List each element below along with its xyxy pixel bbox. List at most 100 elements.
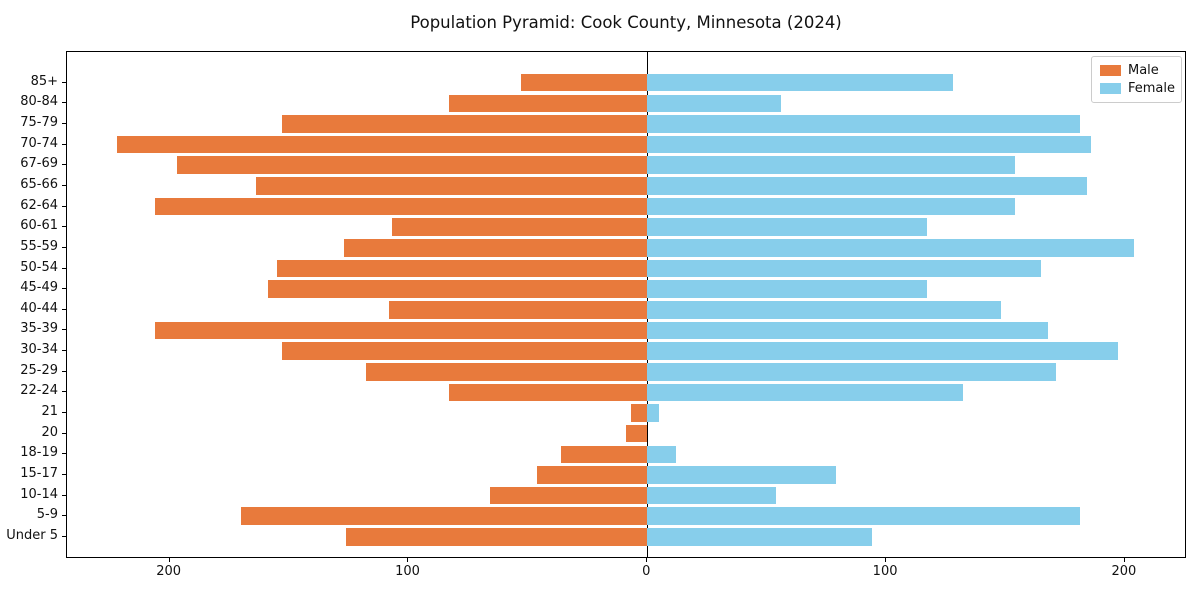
legend-male-label: Male: [1128, 63, 1159, 78]
y-tick-label-62-64: 62-64: [20, 197, 58, 213]
bar-female-35-39: [647, 321, 1049, 340]
x-tick-mark: [646, 558, 648, 562]
x-tick-label-200: 200: [1111, 564, 1137, 579]
y-tick-mark: [62, 246, 66, 248]
bar-male-22-24: [449, 383, 648, 402]
y-tick-label-40-44: 40-44: [20, 300, 58, 316]
bar-female-15-17: [647, 466, 836, 484]
y-tick-label-65-66: 65-66: [20, 176, 58, 192]
y-tick-mark: [62, 391, 66, 393]
bar-male-75-79: [281, 115, 648, 133]
x-tick-mark: [168, 558, 170, 562]
y-tick-mark: [62, 329, 66, 331]
bar-male-67-69: [176, 156, 648, 175]
bar-female-85+: [647, 73, 953, 92]
y-tick-label-85+: 85+: [30, 73, 58, 89]
bar-female-45-49: [647, 280, 927, 298]
bar-female-10-14: [647, 486, 777, 505]
chart-title: Population Pyramid: Cook County, Minneso…: [410, 13, 842, 32]
bar-female-70-74: [647, 135, 1092, 154]
x-tick-mark: [885, 558, 887, 562]
bar-female-60-61: [647, 218, 927, 236]
bar-male-45-49: [267, 280, 648, 298]
bar-male-85+: [520, 73, 648, 92]
y-tick-label-20: 20: [41, 424, 58, 440]
y-tick-label-10-14: 10-14: [20, 486, 58, 502]
y-tick-mark: [62, 350, 66, 352]
y-tick-label-80-84: 80-84: [20, 94, 58, 110]
y-tick-label-18-19: 18-19: [20, 445, 58, 461]
bar-male-21: [630, 404, 648, 422]
y-tick-label-22-24: 22-24: [20, 383, 58, 399]
y-tick-mark: [62, 288, 66, 290]
center-axis-line: [646, 52, 648, 557]
y-tick-mark: [62, 205, 66, 207]
legend-item-male: Male: [1100, 63, 1173, 78]
bar-female-40-44: [647, 300, 1001, 319]
bar-male-70-74: [117, 135, 648, 154]
legend-female-label: Female: [1128, 81, 1176, 96]
bar-female-Under 5: [647, 528, 872, 546]
x-tick-label-100: 100: [872, 564, 898, 579]
bar-female-30-34: [647, 342, 1118, 360]
bar-male-Under 5: [346, 528, 648, 546]
y-tick-label-5-9: 5-9: [36, 507, 58, 523]
y-tick-mark: [62, 226, 66, 228]
bar-male-5-9: [241, 507, 648, 526]
bar-male-50-54: [277, 259, 648, 278]
x-tick-mark: [407, 558, 409, 562]
y-tick-label-21: 21: [41, 404, 58, 420]
y-tick-mark: [62, 143, 66, 145]
bar-male-55-59: [344, 239, 648, 257]
bar-female-67-69: [647, 156, 1016, 175]
bar-female-25-29: [647, 362, 1056, 381]
y-tick-mark: [62, 494, 66, 496]
bar-male-60-61: [391, 218, 648, 236]
bar-male-18-19: [561, 445, 648, 464]
y-tick-mark: [62, 81, 66, 83]
bar-female-62-64: [647, 197, 1016, 216]
bar-female-18-19: [647, 445, 676, 464]
y-tick-label-60-61: 60-61: [20, 218, 58, 234]
y-tick-mark: [62, 473, 66, 475]
x-tick-label-100: 100: [395, 564, 420, 579]
y-tick-mark: [62, 102, 66, 104]
bar-male-62-64: [155, 197, 648, 216]
y-tick-label-50-54: 50-54: [20, 259, 58, 275]
male-swatch-icon: [1100, 65, 1121, 76]
y-tick-mark: [62, 453, 66, 455]
y-tick-label-70-74: 70-74: [20, 135, 58, 151]
bar-male-20: [625, 424, 648, 443]
bar-female-50-54: [647, 259, 1042, 278]
bar-male-10-14: [489, 486, 648, 505]
x-tick-label-0: 0: [642, 564, 651, 579]
bar-female-5-9: [647, 507, 1080, 526]
y-tick-label-75-79: 75-79: [20, 114, 58, 130]
bar-male-40-44: [389, 300, 648, 319]
bar-female-55-59: [647, 239, 1135, 257]
y-tick-mark: [62, 184, 66, 186]
y-tick-mark: [62, 535, 66, 537]
x-tick-mark: [1123, 558, 1125, 562]
plot-area: [66, 51, 1186, 558]
y-tick-mark: [62, 164, 66, 166]
legend-item-female: Female: [1100, 81, 1176, 96]
y-tick-label-45-49: 45-49: [20, 280, 58, 296]
y-tick-mark: [62, 412, 66, 414]
bar-male-35-39: [155, 321, 648, 340]
bar-male-80-84: [449, 94, 648, 113]
y-tick-mark: [62, 432, 66, 434]
bar-female-21: [647, 404, 660, 422]
bar-female-80-84: [647, 94, 782, 113]
bar-male-15-17: [537, 466, 648, 484]
y-tick-label-35-39: 35-39: [20, 321, 58, 337]
y-tick-mark: [62, 267, 66, 269]
bar-male-65-66: [255, 177, 648, 195]
bar-female-22-24: [647, 383, 963, 402]
y-tick-mark: [62, 370, 66, 372]
y-tick-mark: [62, 308, 66, 310]
y-tick-label-25-29: 25-29: [20, 362, 58, 378]
bar-female-65-66: [647, 177, 1087, 195]
y-tick-label-30-34: 30-34: [20, 342, 58, 358]
